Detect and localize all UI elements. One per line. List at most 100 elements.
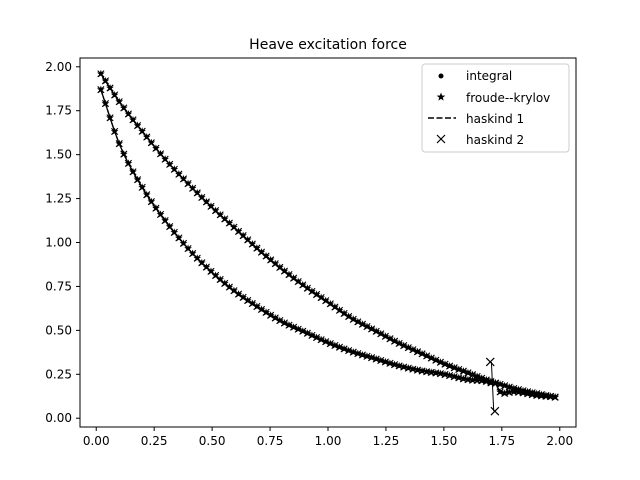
series-lower: [97, 85, 559, 401]
data-point-x: [97, 70, 105, 78]
data-point-x: [386, 359, 394, 367]
data-point-x: [331, 341, 339, 350]
data-point-x: [354, 350, 362, 358]
data-point-x: [225, 283, 233, 291]
data-point-x: [496, 388, 504, 396]
data-point-x: [358, 351, 367, 359]
data-point-x: [147, 139, 155, 147]
data-point-x: [101, 77, 110, 85]
data-point-x: [326, 340, 334, 348]
data-point-x: [372, 355, 380, 363]
data-point-x: [289, 323, 298, 331]
data-point-x: [97, 86, 105, 94]
legend-item-haskind-2: haskind 2: [436, 133, 524, 147]
x-tick-label: 1.50: [431, 434, 458, 448]
x-tick-label: 0.75: [257, 434, 284, 448]
data-point-x: [166, 222, 174, 231]
data-point-x: [436, 358, 445, 366]
legend: integral froude--krylov haskind 1 haskin…: [421, 63, 570, 153]
data-point-x: [111, 127, 119, 136]
x-tick-label: 0.50: [199, 434, 226, 448]
data-point-x: [390, 361, 399, 369]
legend-item-froude-krylov: froude--krylov: [436, 91, 550, 105]
data-point-x: [106, 84, 114, 92]
data-point-x: [491, 379, 500, 387]
data-point-x: [267, 256, 275, 264]
data-point-x: [441, 360, 449, 368]
data-point-x: [152, 144, 160, 152]
data-point-x: [395, 339, 403, 348]
data-point-x: [280, 319, 288, 327]
axes: 0.00 0.25 0.50 0.75 1.00 1.25 1.50 1.75 2.00 0.00…: [45, 57, 577, 448]
data-point-x: [115, 140, 123, 148]
data-point-x: [450, 364, 458, 372]
data-point-x: [464, 369, 472, 377]
chart-title: Heave excitation force: [249, 37, 407, 53]
data-point-x: [335, 343, 344, 351]
y-tick-label: 0.50: [45, 323, 72, 337]
data-point-x: [124, 110, 132, 118]
data-point-x: [409, 346, 417, 354]
data-point-x: [423, 352, 431, 360]
data-point-x: [101, 99, 110, 108]
data-point-x: [175, 234, 183, 242]
data-point-x: [400, 342, 408, 350]
data-point-x: [485, 357, 495, 367]
y-tick-label: 1.50: [45, 148, 72, 162]
data-point-x: [271, 260, 279, 268]
data-point-x: [459, 367, 467, 375]
data-point-x: [280, 267, 288, 275]
plot-area: [97, 69, 559, 416]
y-tick-label: 0.25: [45, 367, 72, 381]
data-point-x: [363, 352, 371, 360]
data-point-x: [299, 327, 307, 335]
y-tick-label: 1.25: [45, 192, 72, 206]
data-point-x: [501, 382, 509, 390]
data-point-x: [303, 329, 311, 337]
y-tick-label: 0.75: [45, 279, 72, 293]
y-tick-label: 1.75: [45, 104, 72, 118]
data-point-x: [322, 338, 330, 346]
y-tick-label: 0.00: [45, 411, 72, 425]
data-point-x: [294, 325, 302, 333]
data-point-x: [143, 191, 151, 199]
data-point-x: [377, 356, 385, 365]
data-point-x: [368, 354, 376, 362]
data-point-x: [156, 210, 165, 219]
data-point-x: [133, 121, 142, 130]
data-point-x: [276, 263, 284, 271]
legend-item-haskind-1: haskind 1: [428, 112, 524, 126]
data-point-x: [413, 348, 422, 356]
data-point-x: [285, 321, 293, 329]
data-point-x: [152, 204, 160, 212]
data-point-x: [446, 371, 454, 380]
x-tick-label: 1.75: [488, 434, 515, 448]
data-point-x: [111, 91, 119, 99]
data-point-x: [349, 348, 357, 356]
data-point-x: [138, 127, 146, 135]
data-point-x: [285, 271, 293, 279]
y-tick-label: 1.00: [45, 236, 72, 250]
data-point-x: [115, 98, 123, 106]
data-point-x: [230, 287, 238, 295]
legend-item-integral: integral: [438, 69, 512, 83]
data-point-x: [482, 377, 490, 386]
data-point-x: [395, 362, 403, 370]
data-point-x: [106, 114, 114, 122]
data-point-x: [345, 346, 353, 355]
data-point-x: [432, 356, 440, 364]
series-anomaly: [485, 357, 500, 416]
legend-star-marker: [436, 92, 446, 101]
data-point-x: [404, 344, 412, 352]
x-tick-label: 0.00: [83, 434, 110, 448]
anomaly-line: [490, 361, 495, 412]
legend-label: integral: [466, 69, 512, 83]
data-point-x: [551, 393, 559, 401]
data-point-x: [455, 365, 463, 374]
legend-label: haskind 1: [466, 112, 524, 126]
data-point-x: [120, 150, 128, 158]
data-point-x: [147, 198, 155, 206]
data-point-x: [129, 116, 137, 124]
data-point-x: [490, 406, 500, 416]
